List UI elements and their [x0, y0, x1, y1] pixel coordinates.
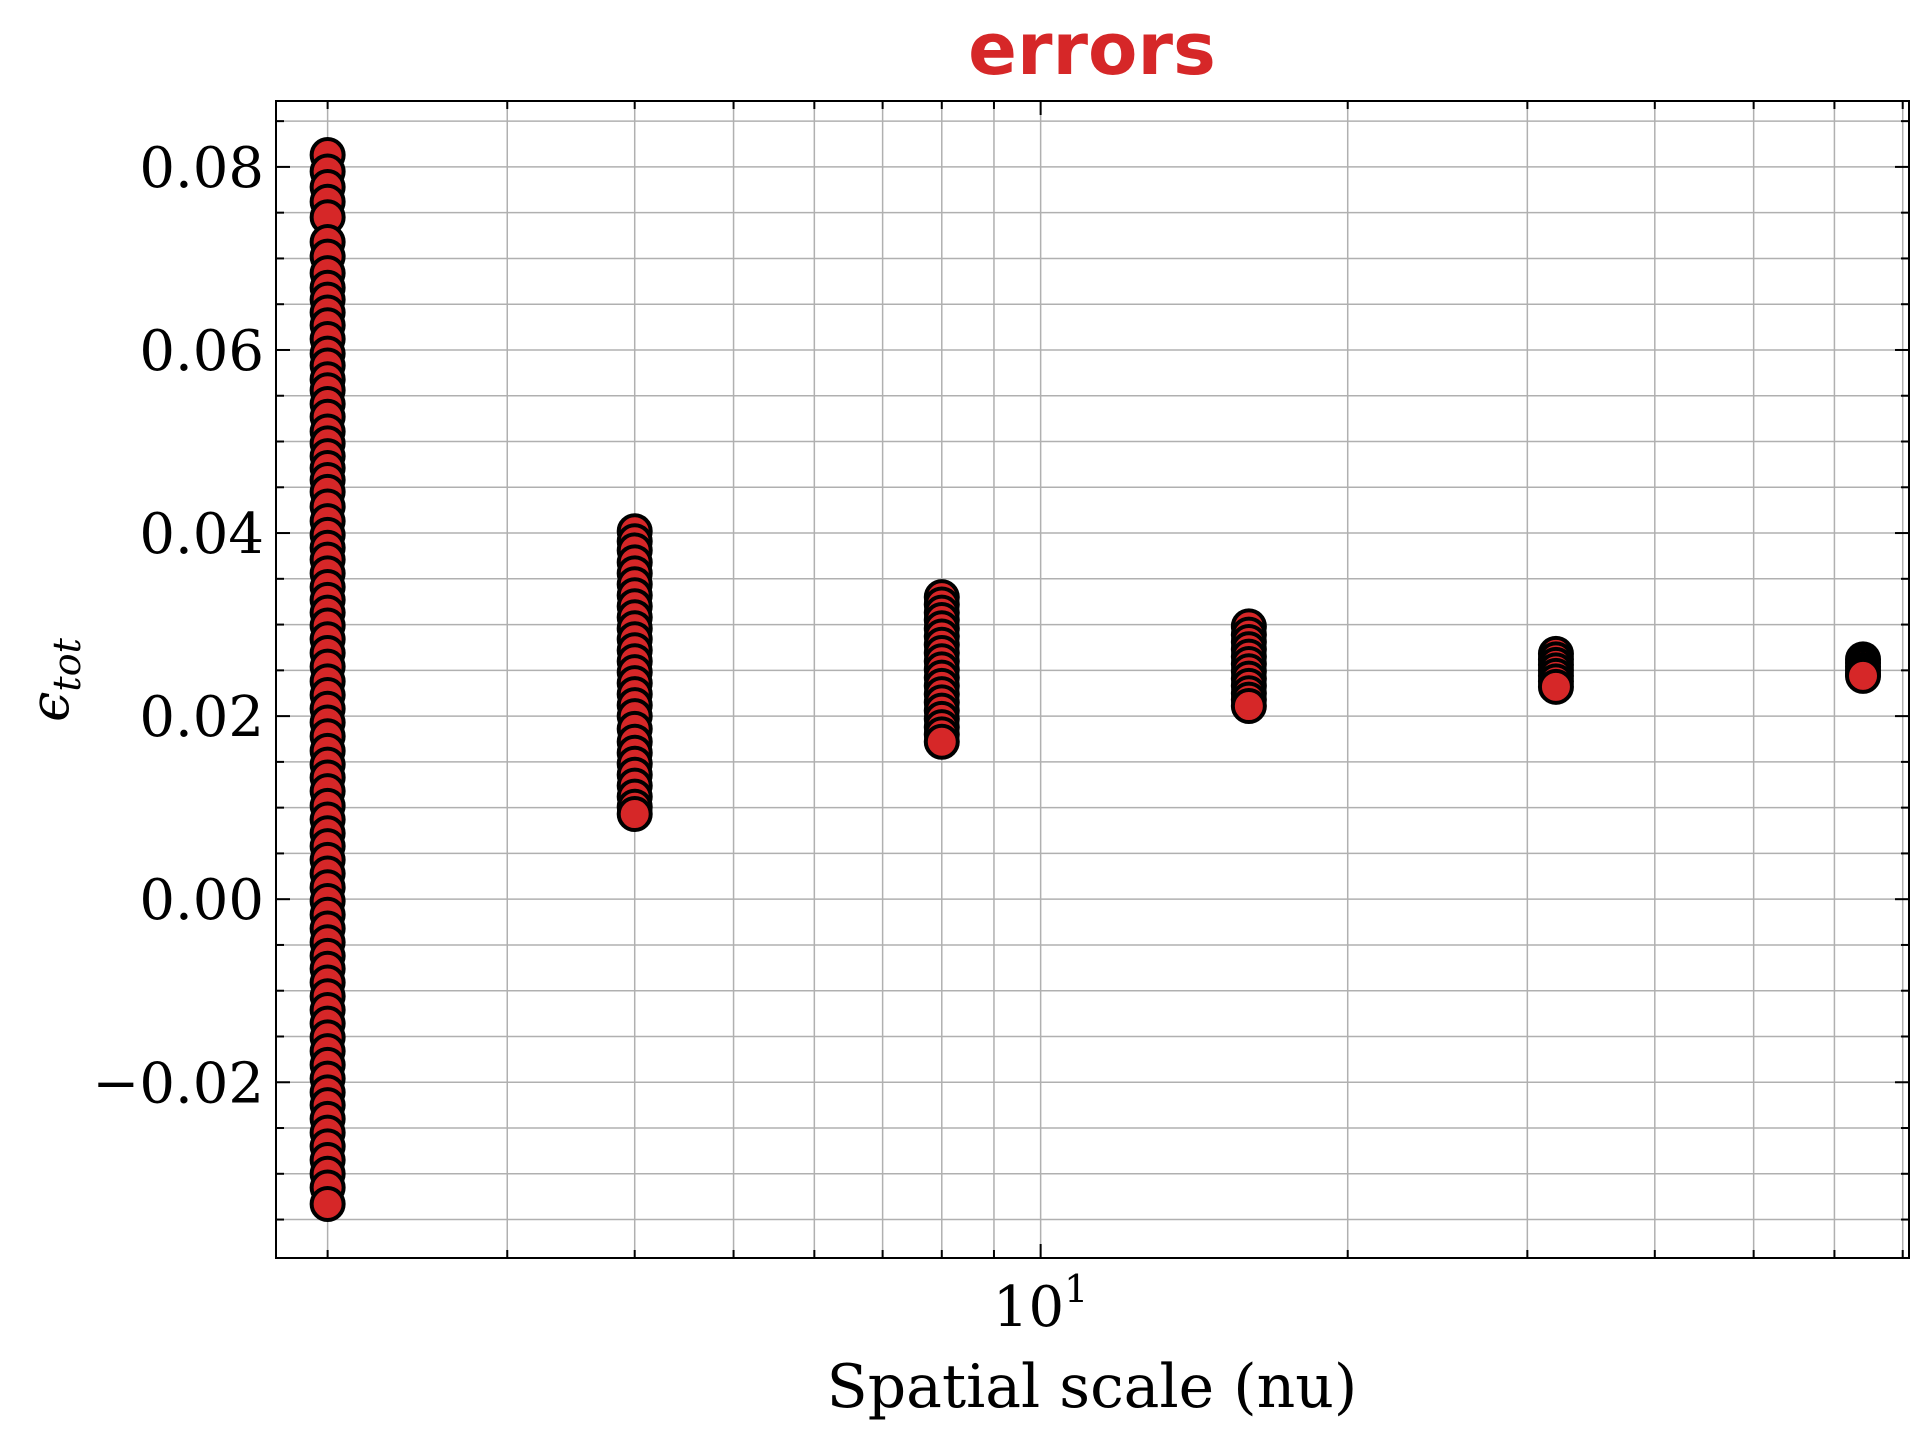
- y-tick-label: 0.08: [139, 136, 264, 201]
- x-axis-label: Spatial scale (nu): [827, 1352, 1358, 1422]
- axis-ticks: −0.02 0.00 0.02 0.04 0.06 0.08 101: [92, 101, 1909, 1340]
- data-point: [923, 723, 960, 760]
- y-tick-label: 0.06: [139, 319, 264, 384]
- y-axis-label-symbol: ϵ: [18, 692, 81, 722]
- y-axis-label-subscript: tot: [45, 637, 89, 691]
- data-point: [1537, 668, 1574, 705]
- data-point: [616, 796, 653, 833]
- y-tick-label: 0.04: [139, 502, 264, 567]
- chart-title: errors: [968, 7, 1216, 91]
- data-point: [1845, 657, 1882, 694]
- x-tick-label: 101: [993, 1267, 1088, 1340]
- y-tick-label: −0.02: [92, 1051, 264, 1116]
- grid: [276, 101, 1909, 1258]
- plot-frame: [275, 100, 1910, 1259]
- y-axis-label: ϵtot: [18, 637, 89, 721]
- data-points: [309, 137, 1882, 1222]
- y-tick-label: 0.00: [139, 868, 264, 933]
- y-tick-label: 0.02: [139, 685, 264, 750]
- data-point: [309, 1185, 346, 1222]
- data-point: [1230, 688, 1267, 725]
